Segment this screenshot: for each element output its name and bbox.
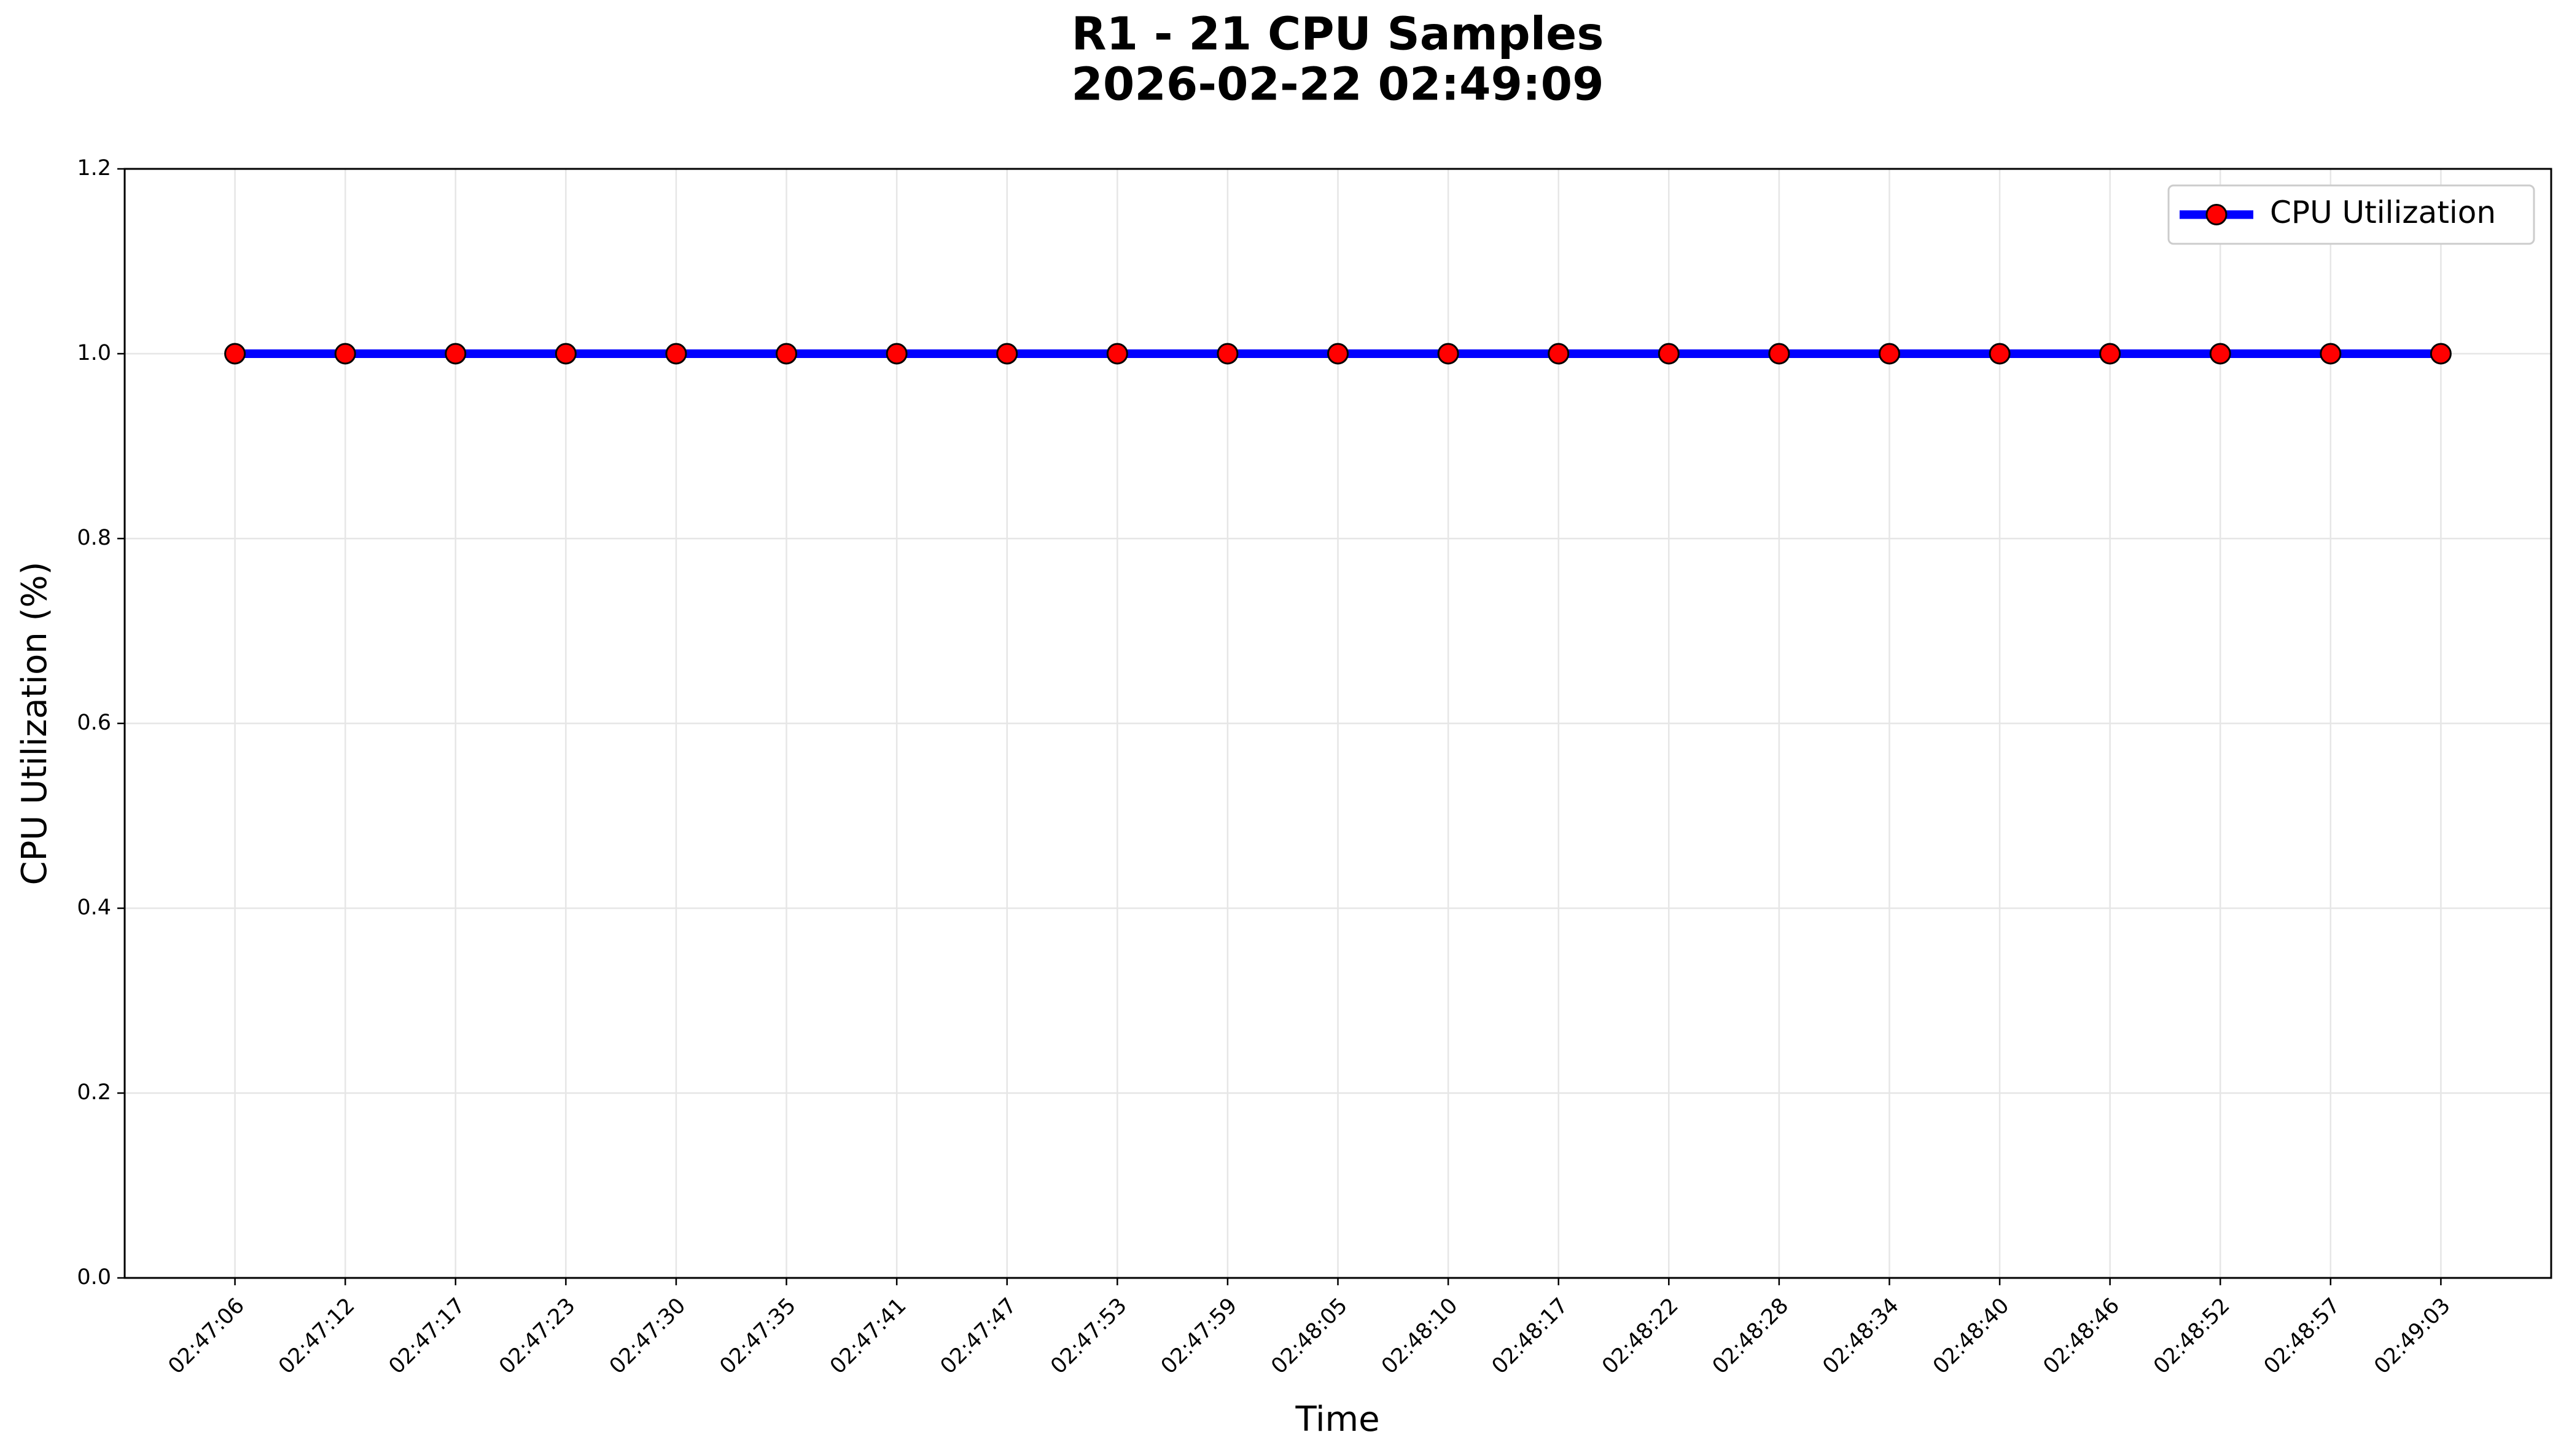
data-point <box>1217 343 1239 365</box>
data-point <box>445 343 467 365</box>
x-tick-label: 02:48:57 <box>2259 1293 2345 1379</box>
x-tick-label: 02:48:40 <box>1928 1293 2014 1379</box>
y-tick-label: 0.4 <box>77 895 111 920</box>
data-point <box>2320 343 2342 365</box>
x-tick-label: 02:48:05 <box>1266 1293 1352 1379</box>
y-tick-label: 0.8 <box>77 526 111 550</box>
y-tick-label: 0.2 <box>77 1080 111 1105</box>
x-tick-label: 02:47:35 <box>715 1293 801 1379</box>
x-tick-label: 02:47:06 <box>164 1293 249 1379</box>
data-point <box>1878 343 1900 365</box>
chart-title: R1 - 21 CPU Samples <box>1072 8 1604 61</box>
legend-box <box>2167 184 2535 245</box>
x-tick-label: 02:48:46 <box>2039 1293 2124 1379</box>
chart-subtitle: 2026-02-22 02:49:09 <box>1071 58 1604 111</box>
data-point <box>2430 343 2452 365</box>
data-point <box>224 343 246 365</box>
data-point <box>2099 343 2121 365</box>
x-tick-label: 02:48:22 <box>1597 1293 1683 1379</box>
legend-label: CPU Utilization <box>2270 195 2496 230</box>
y-axis-label: CPU Utilization (%) <box>15 562 55 886</box>
data-point <box>334 343 356 365</box>
x-tick-label: 02:47:41 <box>825 1293 911 1379</box>
x-tick-label: 02:47:59 <box>1156 1293 1242 1379</box>
data-point <box>1658 343 1680 365</box>
x-tick-label: 02:47:30 <box>605 1293 690 1379</box>
data-point <box>2209 343 2231 365</box>
x-tick-label: 02:48:52 <box>2149 1293 2234 1379</box>
x-tick-label: 02:48:17 <box>1487 1293 1573 1379</box>
x-tick-label: 02:47:23 <box>494 1293 580 1379</box>
data-point <box>886 343 908 365</box>
data-point <box>1548 343 1570 365</box>
data-point <box>1327 343 1349 365</box>
data-point <box>1989 343 2011 365</box>
data-point <box>996 343 1018 365</box>
x-tick-label: 02:47:47 <box>936 1293 1021 1379</box>
x-tick-label: 02:48:34 <box>1818 1293 1903 1379</box>
data-point <box>1768 343 1790 365</box>
x-tick-label: 02:48:10 <box>1377 1293 1462 1379</box>
x-tick-label: 02:48:28 <box>1708 1293 1793 1379</box>
data-point <box>1437 343 1459 365</box>
x-tick-label: 02:47:53 <box>1046 1293 1131 1379</box>
y-tick-label: 1.0 <box>77 341 111 365</box>
x-axis-label: Time <box>1295 1400 1379 1439</box>
legend-marker <box>2205 204 2228 225</box>
x-tick-label: 02:49:03 <box>2369 1293 2455 1379</box>
y-tick-label: 0.0 <box>77 1265 111 1290</box>
data-point <box>555 343 577 365</box>
data-point <box>1106 343 1128 365</box>
x-tick-label: 02:47:17 <box>384 1293 470 1379</box>
y-tick-label: 0.6 <box>77 710 111 735</box>
y-tick-label: 1.2 <box>77 156 111 181</box>
x-tick-label: 02:47:12 <box>274 1293 359 1379</box>
data-point <box>665 343 687 365</box>
data-point <box>776 343 798 365</box>
plot-frame <box>123 168 2552 1279</box>
